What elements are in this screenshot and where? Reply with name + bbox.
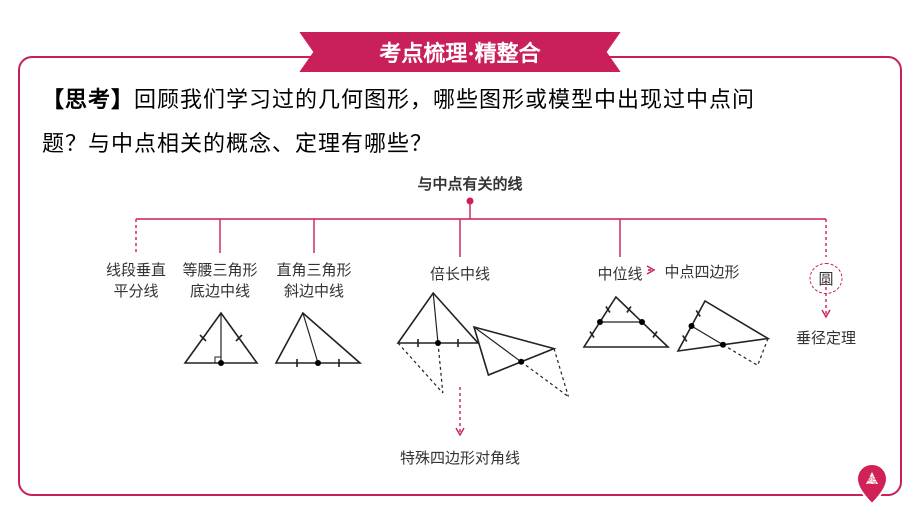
branch-label-isomed: 等腰三角形底边中线 xyxy=(182,259,257,301)
branch-label-perpbis: 线段垂直平分线 xyxy=(106,259,166,301)
label-special-quad: 特殊四边形对角线 xyxy=(400,447,520,468)
label-chord-theorem: 垂径定理 xyxy=(796,327,856,348)
diagram-svg xyxy=(90,173,850,473)
prompt-line2: 题？与中点相关的概念、定理有哪些？ xyxy=(42,131,433,156)
back-button[interactable]: 返回 目录 xyxy=(854,462,890,506)
branch-label-rtmed: 直角三角形斜边中线 xyxy=(276,259,351,301)
content-frame: 【思考】回顾我们学习过的几何图形，哪些图形或模型中出现过中点问 题？与中点相关的… xyxy=(18,56,902,496)
branch-label-double: 倍长中线 xyxy=(430,263,490,284)
prompt-label: 【思考】 xyxy=(42,87,134,112)
diagram-area: 与中点有关的线 线段垂直平分线等腰三角形底边中线直角三角形斜边中线倍长中线中位线… xyxy=(90,173,850,473)
svg-text:目录: 目录 xyxy=(867,482,877,489)
branch-label-midline: 中位线 xyxy=(597,263,642,284)
map-pin-icon: 返回 目录 xyxy=(854,462,890,506)
label-midquad: 中点四边形 xyxy=(664,261,739,282)
prompt-block: 【思考】回顾我们学习过的几何图形，哪些图形或模型中出现过中点问 题？与中点相关的… xyxy=(42,78,878,166)
header-tag: 考点梳理·精整合 xyxy=(319,32,600,72)
header-title: 考点梳理·精整合 xyxy=(379,41,540,66)
branch-label-circle: 圆 xyxy=(809,263,842,294)
prompt-line1: 回顾我们学习过的几何图形，哪些图形或模型中出现过中点问 xyxy=(134,87,755,112)
svg-text:返回: 返回 xyxy=(867,476,877,483)
